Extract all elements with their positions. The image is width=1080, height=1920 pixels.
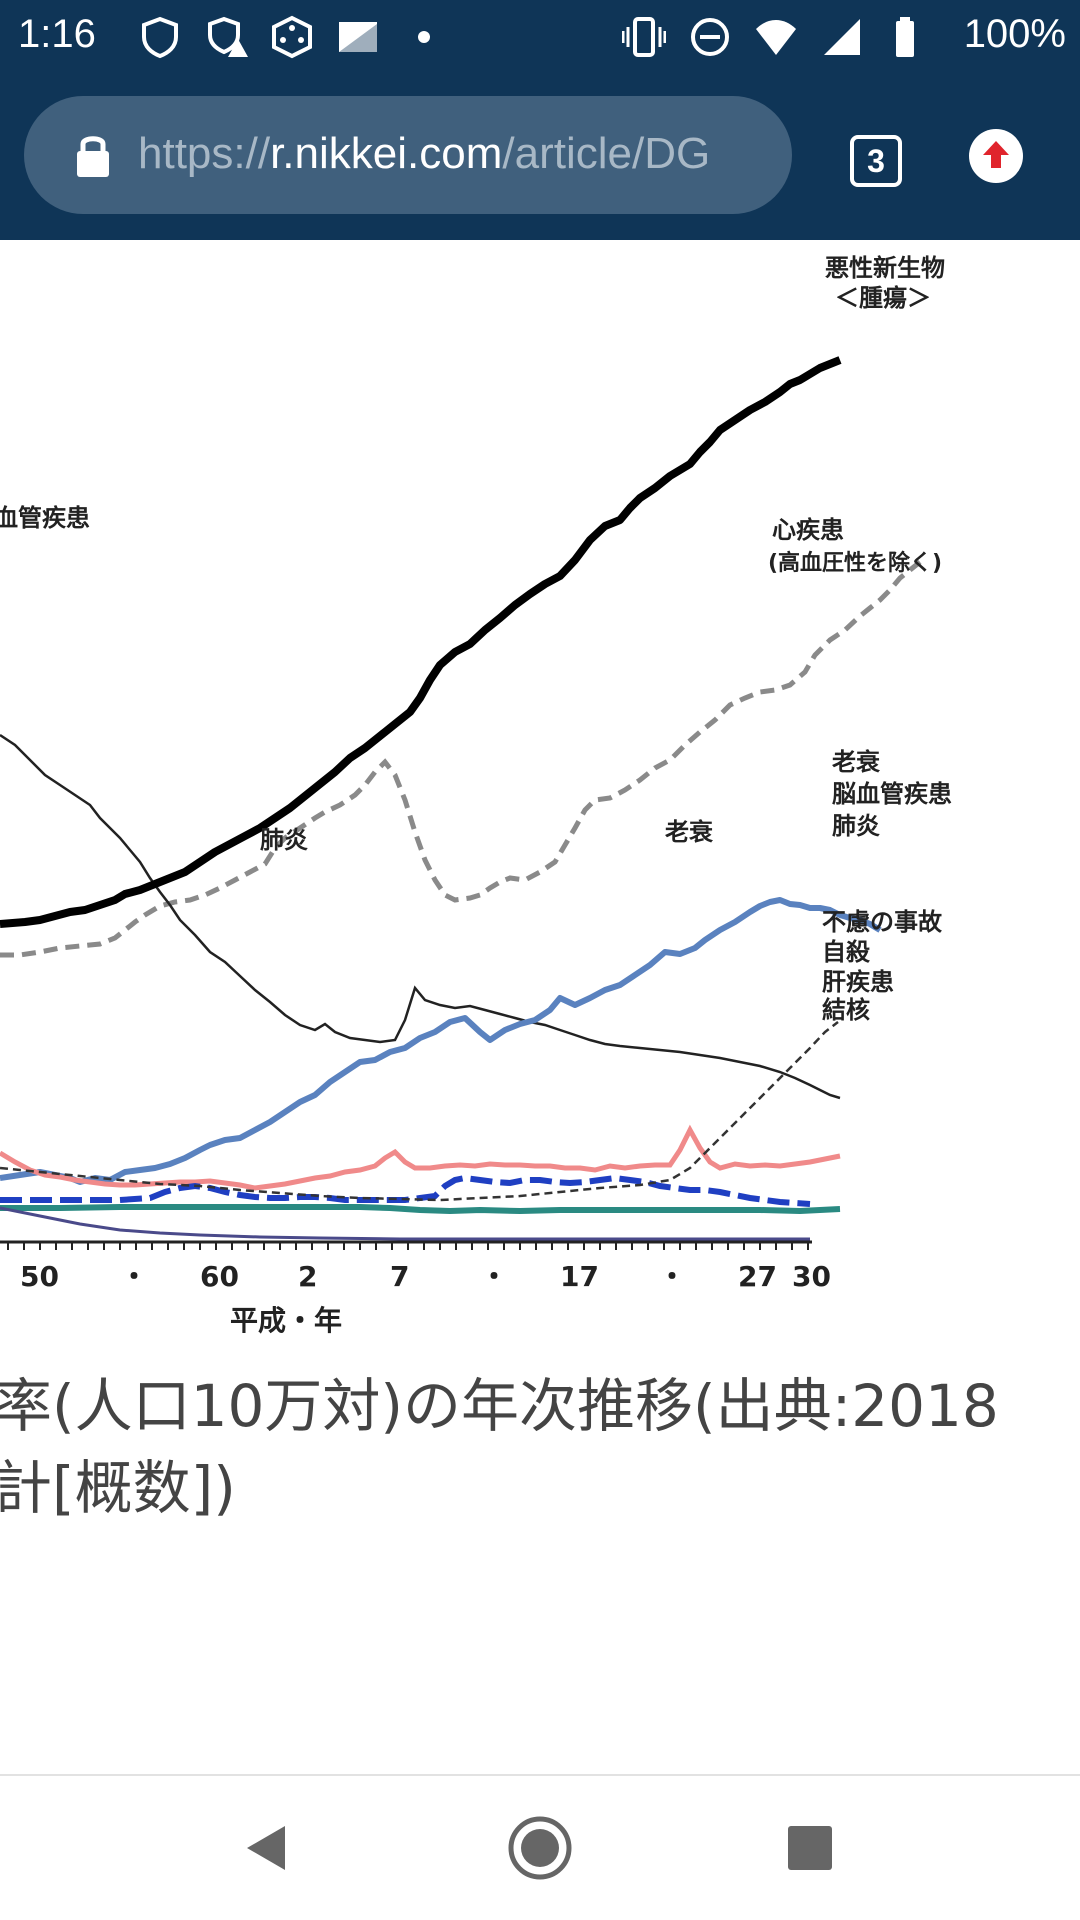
home-button[interactable]: [498, 1806, 582, 1890]
dnd-icon: [688, 15, 732, 59]
lock-icon: [77, 136, 109, 177]
battery-icon: [886, 15, 930, 59]
signal-icon: [820, 15, 864, 59]
series-line-pneumonia: [0, 897, 882, 1185]
x-axis-label: 平成・年: [230, 1304, 342, 1337]
battery-percent: 100%: [963, 12, 1066, 56]
url-scheme: https://: [138, 129, 271, 178]
x-tick-label: 50: [20, 1260, 59, 1293]
inline-label-senility: 老衰: [665, 818, 714, 846]
notification-icons: [138, 12, 446, 62]
label-accident: 不慮の事故: [822, 908, 943, 936]
series-line-tuberculosis: [0, 1206, 810, 1241]
series-line-accident: [0, 1124, 841, 1191]
label-suicide: 自殺: [822, 938, 871, 966]
recents-button[interactable]: [768, 1806, 852, 1890]
series-line-suicide: [0, 1174, 811, 1207]
back-button[interactable]: [225, 1806, 309, 1890]
mortality-chart: 50 ・ 60 2 7 ・ 17 ・ 27 30 平成・年 悪性新生物 ＜腫瘍＞…: [0, 254, 952, 1337]
navigation-bar: [0, 1774, 1080, 1920]
label-malignant-sub: ＜腫瘍＞: [835, 284, 931, 312]
series-line-cerebrovascular: [0, 733, 841, 1100]
upload-icon[interactable]: [968, 128, 1024, 184]
x-tick-label: 30: [792, 1260, 831, 1293]
label-liver: 肝疾患: [822, 968, 894, 996]
vibrate-icon: [622, 15, 666, 59]
x-axis-ticks: [7, 1242, 809, 1250]
x-tick-label: ・: [480, 1260, 508, 1293]
recents-icon: [788, 1826, 832, 1870]
x-tick-label: 7: [390, 1260, 409, 1293]
inline-label-pneumonia: 肺炎: [260, 826, 308, 854]
series-line-senility: [0, 1021, 839, 1202]
series-line-heart: [0, 560, 922, 958]
label-cerebrovascular-left: 血管疾患: [0, 504, 90, 532]
label-cerebrovascular: 脳血管疾患: [832, 780, 952, 808]
url-host: r.nikkei.com: [270, 129, 503, 178]
url-path: /article/DG: [502, 129, 711, 178]
label-heart-sub: (高血圧性を除く): [768, 550, 942, 576]
system-icons: [622, 12, 930, 62]
shield-icon: [138, 15, 182, 59]
label-pneumonia: 肺炎: [832, 812, 880, 840]
label-tuberculosis: 結核: [822, 996, 870, 1024]
label-malignant: 悪性新生物: [825, 254, 945, 282]
shield-warning-icon: [204, 15, 248, 59]
url-bar[interactable]: https://r.nikkei.com/article/DG: [24, 96, 792, 214]
label-senility: 老衰: [832, 748, 881, 776]
status-bar: 1:16 100%: [0, 0, 1080, 78]
series-line-liver: [0, 1204, 841, 1215]
browser-toolbar: https://r.nikkei.com/article/DG 3: [0, 78, 1080, 240]
x-tick-label: 60: [200, 1260, 239, 1293]
x-tick-label: ・: [658, 1260, 686, 1293]
series-line-malignant: [0, 356, 842, 928]
label-heart: 心疾患: [772, 516, 844, 544]
x-tick-label: ・: [120, 1260, 148, 1293]
dice-icon: [270, 15, 314, 59]
status-time: 1:16: [18, 12, 96, 56]
caption-line: 率(人口10万対)の年次推移(出典:2018: [0, 1372, 999, 1440]
article-content: 50 ・ 60 2 7 ・ 17 ・ 27 30 平成・年 悪性新生物 ＜腫瘍＞…: [0, 240, 1080, 1774]
dot-icon: [402, 15, 446, 59]
home-icon: [508, 1816, 572, 1880]
url-text[interactable]: https://r.nikkei.com/article/DG: [138, 124, 778, 184]
tab-switcher-button[interactable]: 3: [850, 135, 902, 187]
back-icon: [247, 1826, 285, 1870]
wifi-icon: [754, 15, 798, 59]
photo-icon: [336, 15, 380, 59]
caption-line: 計[概数]): [0, 1454, 236, 1522]
x-tick-label: 27: [738, 1260, 777, 1293]
x-tick-label: 2: [298, 1260, 317, 1293]
x-tick-label: 17: [560, 1260, 599, 1293]
image-caption: 率(人口10万対)の年次推移(出典:2018 計[概数]): [0, 1365, 1080, 1529]
